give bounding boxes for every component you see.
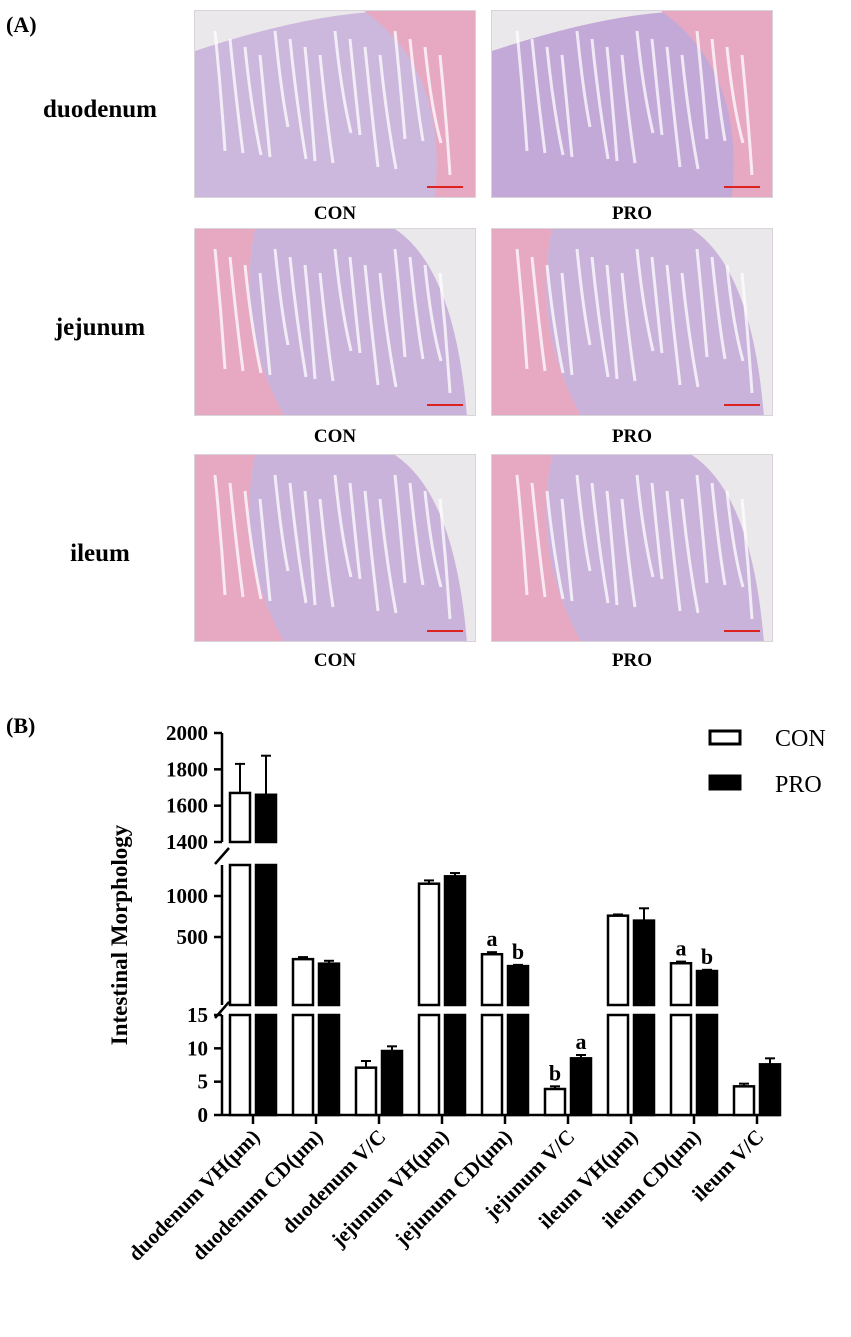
y-tick-label-1600: 1600: [166, 794, 208, 818]
pro-bar-0-lower: [254, 1013, 278, 1117]
y-tick-label-2000: 2000: [166, 721, 208, 745]
legend-swatch-con: [708, 729, 742, 746]
y-tick-label-0: 0: [198, 1103, 209, 1127]
legend-swatch-pro: [708, 774, 742, 791]
y-tick-label-1000: 1000: [166, 884, 208, 908]
legend-label-con: CON: [775, 726, 826, 752]
row-label-ileum: ileum: [70, 540, 130, 567]
con-bar-1: [291, 957, 315, 1007]
significance-label: b: [701, 944, 713, 969]
con-bar-0-lower: [228, 1013, 252, 1117]
con-bar-1-lower: [291, 1013, 315, 1117]
pro-bar-3-lower: [443, 1013, 467, 1117]
significance-label: a: [576, 1029, 587, 1054]
scale-bar: [724, 186, 760, 188]
pro-bar-2: [380, 1049, 404, 1117]
intestinal-morphology-bar-chart: 0 5 10 15 500 1000 1400 1600 1800 2000 Intestinal …: [107, 721, 826, 1266]
caption-duodenum-pro: PRO: [611, 203, 653, 224]
pro-bar-0: [254, 793, 278, 844]
pro-bar-6: [632, 919, 656, 1007]
scale-bar: [724, 404, 760, 406]
micrograph-duodenum-pro: [491, 10, 773, 198]
con-bar-3-lower: [417, 1013, 441, 1117]
con-bar-7: [669, 961, 693, 1007]
scale-bar: [427, 186, 463, 188]
micrograph-ileum-con: [194, 454, 476, 642]
panel-a-label: (A): [6, 12, 37, 37]
significance-label: a: [487, 926, 498, 951]
legend-label-pro: PRO: [775, 772, 822, 798]
significance-label: b: [512, 939, 524, 964]
scale-bar: [427, 404, 463, 406]
pro-bar-1-lower: [317, 1013, 341, 1117]
pro-bar-1: [317, 962, 341, 1007]
con-bar-6: [606, 914, 630, 1007]
y-tick-label-10: 10: [187, 1036, 208, 1060]
row-label-jejunum: jejunum: [54, 314, 146, 341]
y-tick-label-500: 500: [177, 925, 209, 949]
con-bar-8: [732, 1085, 756, 1117]
micrograph-jejunum-con: [194, 228, 476, 416]
pro-bar-8: [758, 1063, 782, 1117]
pro-bar-7: [695, 969, 719, 1007]
con-bar-4: [480, 952, 504, 1007]
pro-bar-4: [506, 964, 530, 1007]
con-bar-6-lower: [606, 1013, 630, 1117]
con-bar-2: [354, 1066, 378, 1117]
caption-duodenum-con: CON: [313, 203, 357, 224]
pro-bar-7-lower: [695, 1013, 719, 1117]
con-bar-0-middle: [228, 863, 252, 1007]
y-axis-label: Intestinal Morphology: [107, 824, 132, 1045]
caption-ileum-con: CON: [313, 650, 357, 671]
con-bar-5: [543, 1087, 567, 1117]
x-tick-label-4: jejunum CD(μm): [389, 1125, 516, 1252]
pro-bar-4-lower: [506, 1013, 530, 1117]
caption-jejunum-pro: PRO: [611, 426, 653, 447]
row-label-duodenum: duodenum: [43, 96, 157, 123]
pro-bar-3: [443, 875, 467, 1007]
y-tick-label-5: 5: [198, 1070, 209, 1094]
caption-jejunum-con: CON: [313, 426, 357, 447]
con-bar-4-lower: [480, 1013, 504, 1117]
panel-b-label: (B): [6, 713, 36, 738]
con-bar-3: [417, 882, 441, 1007]
caption-ileum-pro: PRO: [611, 650, 653, 671]
scale-bar: [724, 630, 760, 632]
y-tick-label-1800: 1800: [166, 757, 208, 781]
pro-bar-5: [569, 1057, 593, 1117]
pro-bar-6-lower: [632, 1013, 656, 1117]
y-tick-label-1400: 1400: [166, 830, 208, 854]
micrograph-ileum-pro: [491, 454, 773, 642]
axis-break-mark: [214, 847, 230, 865]
significance-label: a: [676, 936, 687, 961]
con-bar-7-lower: [669, 1013, 693, 1117]
micrograph-duodenum-con: [194, 10, 476, 198]
y-tick-label-15: 15: [187, 1003, 208, 1027]
significance-label: b: [549, 1060, 561, 1085]
scale-bar: [427, 630, 463, 632]
pro-bar-0-middle: [254, 863, 278, 1007]
micrograph-jejunum-pro: [491, 228, 773, 416]
con-bar-0: [228, 791, 252, 844]
